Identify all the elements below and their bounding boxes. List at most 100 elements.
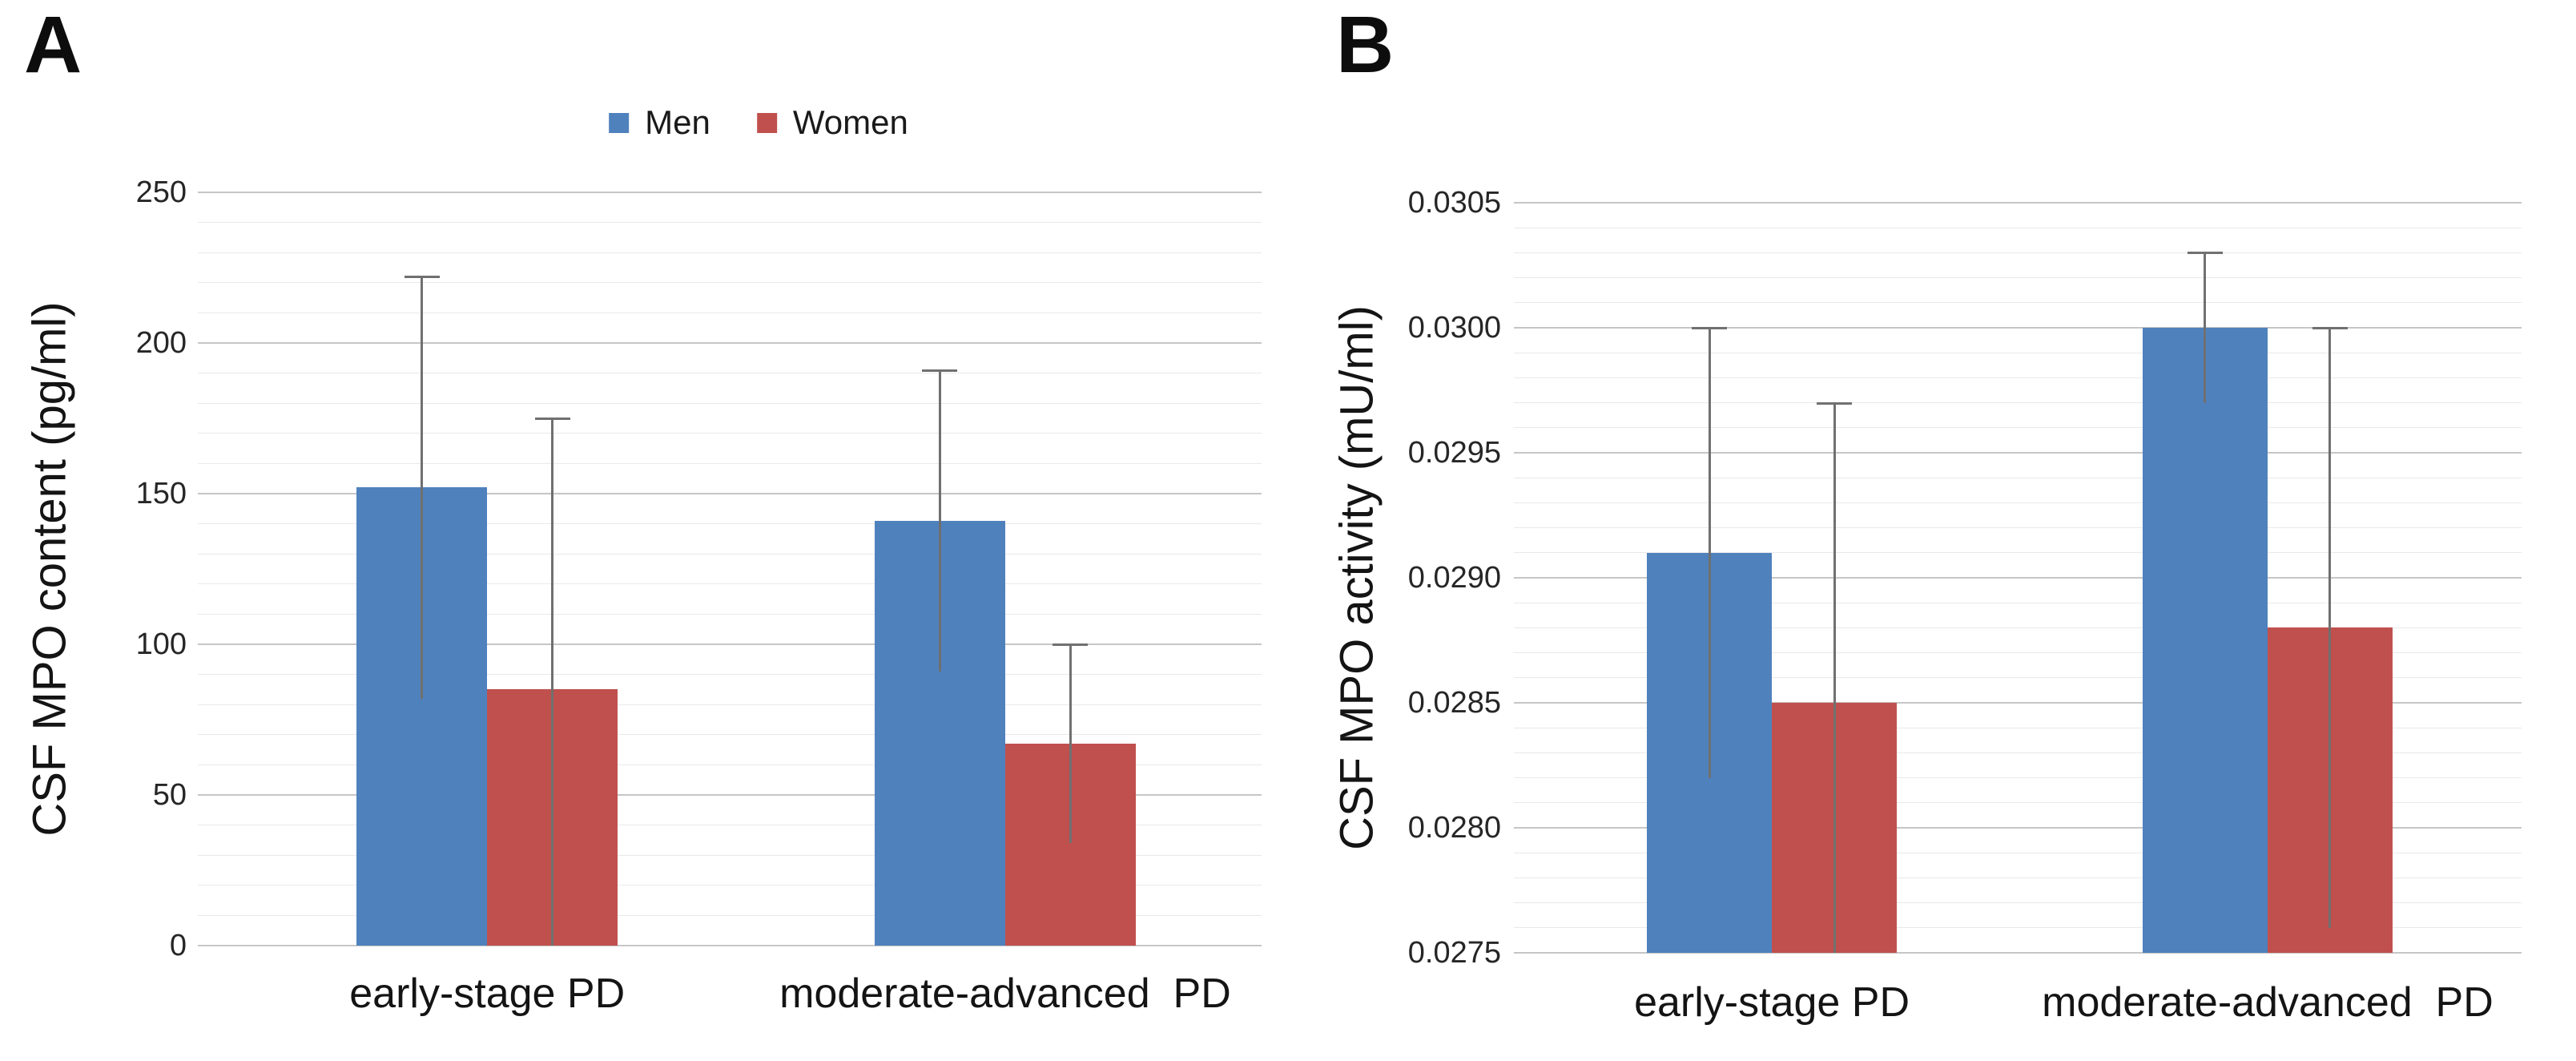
gridline-minor [1514,527,2522,529]
gridline-minor [1514,752,2522,753]
gridline-minor [198,704,1262,705]
gridline-minor [198,734,1262,736]
gridline-major [1514,452,2522,454]
gridline-minor [1514,877,2522,878]
y-tick-label: 0 [169,929,187,962]
bar-women-moderate [2267,627,2393,953]
gridline-major [198,192,1262,193]
y-tick-label: 0.0290 [1407,561,1501,595]
y-tick-label: 50 [152,778,187,812]
gridline-minor [1514,927,2522,929]
bar-women-early [1772,703,1898,953]
women-color-swatch [756,112,777,133]
gridline-major [1514,577,2522,579]
gridline-major [198,342,1262,344]
legend-item-men: Men [609,106,710,139]
gridline-major [1514,327,2522,329]
gridline-major [1514,702,2522,704]
gridline-minor [198,583,1262,585]
legend-item-women: Women [756,103,908,141]
error-bar-cap [1053,643,1089,646]
gridline-minor [198,402,1262,404]
bar-women-early [487,689,618,946]
error-bar-cap [2312,327,2348,329]
y-axis-title-activity: CSF MPO activity (mU/ml) [1330,305,1383,850]
error-bar-cap [1817,401,1853,405]
y-tick-label: 0.0280 [1407,811,1501,845]
bar-women-moderate [1004,744,1136,946]
gridline-minor [1514,652,2522,654]
error-bar-cap [404,276,440,279]
gridline-minor [1514,302,2522,304]
bar-men-early [1647,552,1773,953]
y-tick-label: 250 [135,175,187,209]
gridline-major [1514,952,2522,954]
bar-men-early [356,487,488,946]
category-label: moderate-advanced PD [779,970,1231,1017]
gridline-minor [1514,552,2522,554]
gridline-minor [198,553,1262,555]
legend: Men Women [609,106,908,139]
error-bar [2328,328,2332,928]
error-bar [1833,402,1836,953]
legend-label-women: Women [792,103,908,141]
gridline-major [198,643,1262,645]
legend-label-men: Men [645,103,710,141]
gridline-minor [198,252,1262,253]
y-tick-label: 0.0275 [1407,936,1501,970]
gridline-minor [198,885,1262,886]
men-color-swatch [609,112,630,133]
gridline-minor [198,462,1262,464]
category-label: moderate-advanced PD [2042,979,2493,1026]
error-bar [938,369,941,672]
gridline-minor [198,523,1262,525]
gridline-major [1514,202,2522,204]
gridline-minor [1514,502,2522,503]
gridline-minor [198,674,1262,676]
gridline-minor [198,854,1262,856]
bar-men-moderate [2142,328,2268,953]
panel-letter-b: B [1336,0,1395,90]
error-bar [421,276,424,699]
y-tick-label: 0.0285 [1407,686,1501,720]
gridline-minor [1514,902,2522,904]
gridline-minor [1514,677,2522,679]
error-bar [2204,252,2207,403]
gridline-major [198,794,1262,796]
gridline-major [1514,827,2522,829]
y-tick-label: 200 [135,326,187,360]
gridline-minor [1514,802,2522,804]
gridline-minor [198,914,1262,916]
error-bar [1708,328,1711,778]
gridline-minor [1514,777,2522,779]
error-bar [1069,644,1072,844]
category-label: early-stage PD [1634,979,1910,1026]
gridline-minor [1514,627,2522,628]
gridline-minor [198,222,1262,224]
gridline-minor [198,764,1262,765]
gridline-minor [1514,277,2522,279]
panel-letter-a: A [24,0,83,90]
y-tick-label: 150 [135,477,187,510]
gridline-major [198,493,1262,494]
y-tick-label: 0.0305 [1407,186,1501,220]
y-tick-label: 100 [135,627,187,661]
gridline-minor [198,613,1262,615]
gridline-major [198,945,1262,946]
error-bar-cap [1692,327,1728,329]
bar-men-moderate [874,520,1005,946]
error-bar-cap [534,418,570,420]
y-tick-label: 0.0295 [1407,436,1501,470]
error-bar-cap [922,369,958,372]
gridline-minor [1514,402,2522,404]
gridline-minor [1514,427,2522,429]
y-axis-title-content: CSF MPO content (pg/ml) [23,301,76,837]
gridline-minor [198,433,1262,434]
error-bar-cap [2187,252,2223,255]
category-label: early-stage PD [349,970,626,1017]
y-tick-label: 0.0300 [1407,311,1501,345]
gridline-minor [1514,252,2522,253]
